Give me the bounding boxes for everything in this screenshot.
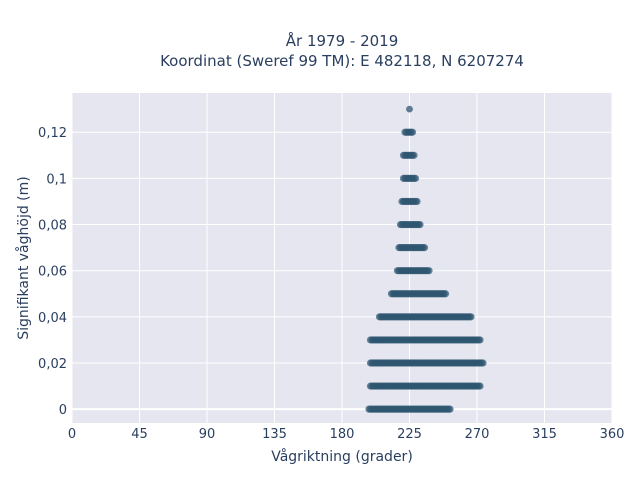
x-tick-label: 225 [397, 427, 422, 442]
y-tick-label: 0,1 [46, 172, 67, 187]
data-point [410, 151, 418, 159]
data-points [365, 105, 487, 413]
y-tick-label: 0,06 [38, 265, 67, 280]
x-tick-label: 360 [600, 427, 625, 442]
x-tick-label: 270 [465, 427, 490, 442]
y-tick-label: 0 [59, 403, 67, 418]
y-tick-label: 0,08 [38, 219, 67, 234]
y-tick-label: 0,02 [38, 357, 67, 372]
data-point [420, 244, 429, 252]
x-tick-label: 45 [131, 427, 148, 442]
y-tick-label: 0,04 [38, 311, 67, 326]
data-point [441, 290, 450, 298]
y-axis-label: Signifikant våghöjd (m) [15, 176, 32, 339]
x-tick-label: 135 [262, 427, 287, 442]
data-point [411, 174, 420, 182]
x-tick-label: 180 [330, 427, 355, 442]
x-tick-label: 315 [532, 427, 557, 442]
chart-title: År 1979 - 2019 [286, 31, 399, 50]
data-point [446, 405, 454, 413]
x-axis-label: Vågriktning (grader) [271, 448, 413, 465]
x-tick-label: 0 [68, 427, 76, 442]
chart-subtitle: Koordinat (Sweref 99 TM): E 482118, N 62… [160, 52, 524, 70]
data-point [408, 128, 417, 136]
data-point [476, 336, 484, 344]
grid [71, 93, 613, 423]
data-point [413, 197, 421, 206]
x-axis-ticks: 0 45 90 135 180 225 270 315 360 [68, 427, 625, 442]
data-point [425, 267, 433, 275]
data-point [479, 359, 487, 367]
y-tick-label: 0,12 [38, 126, 67, 141]
data-point [416, 220, 424, 229]
y-axis-ticks: 0 0,02 0,04 0,06 0,08 0,1 0,12 [38, 126, 67, 418]
data-point [467, 313, 475, 321]
data-point [406, 105, 413, 113]
x-tick-label: 90 [199, 427, 216, 442]
data-point [476, 382, 484, 390]
